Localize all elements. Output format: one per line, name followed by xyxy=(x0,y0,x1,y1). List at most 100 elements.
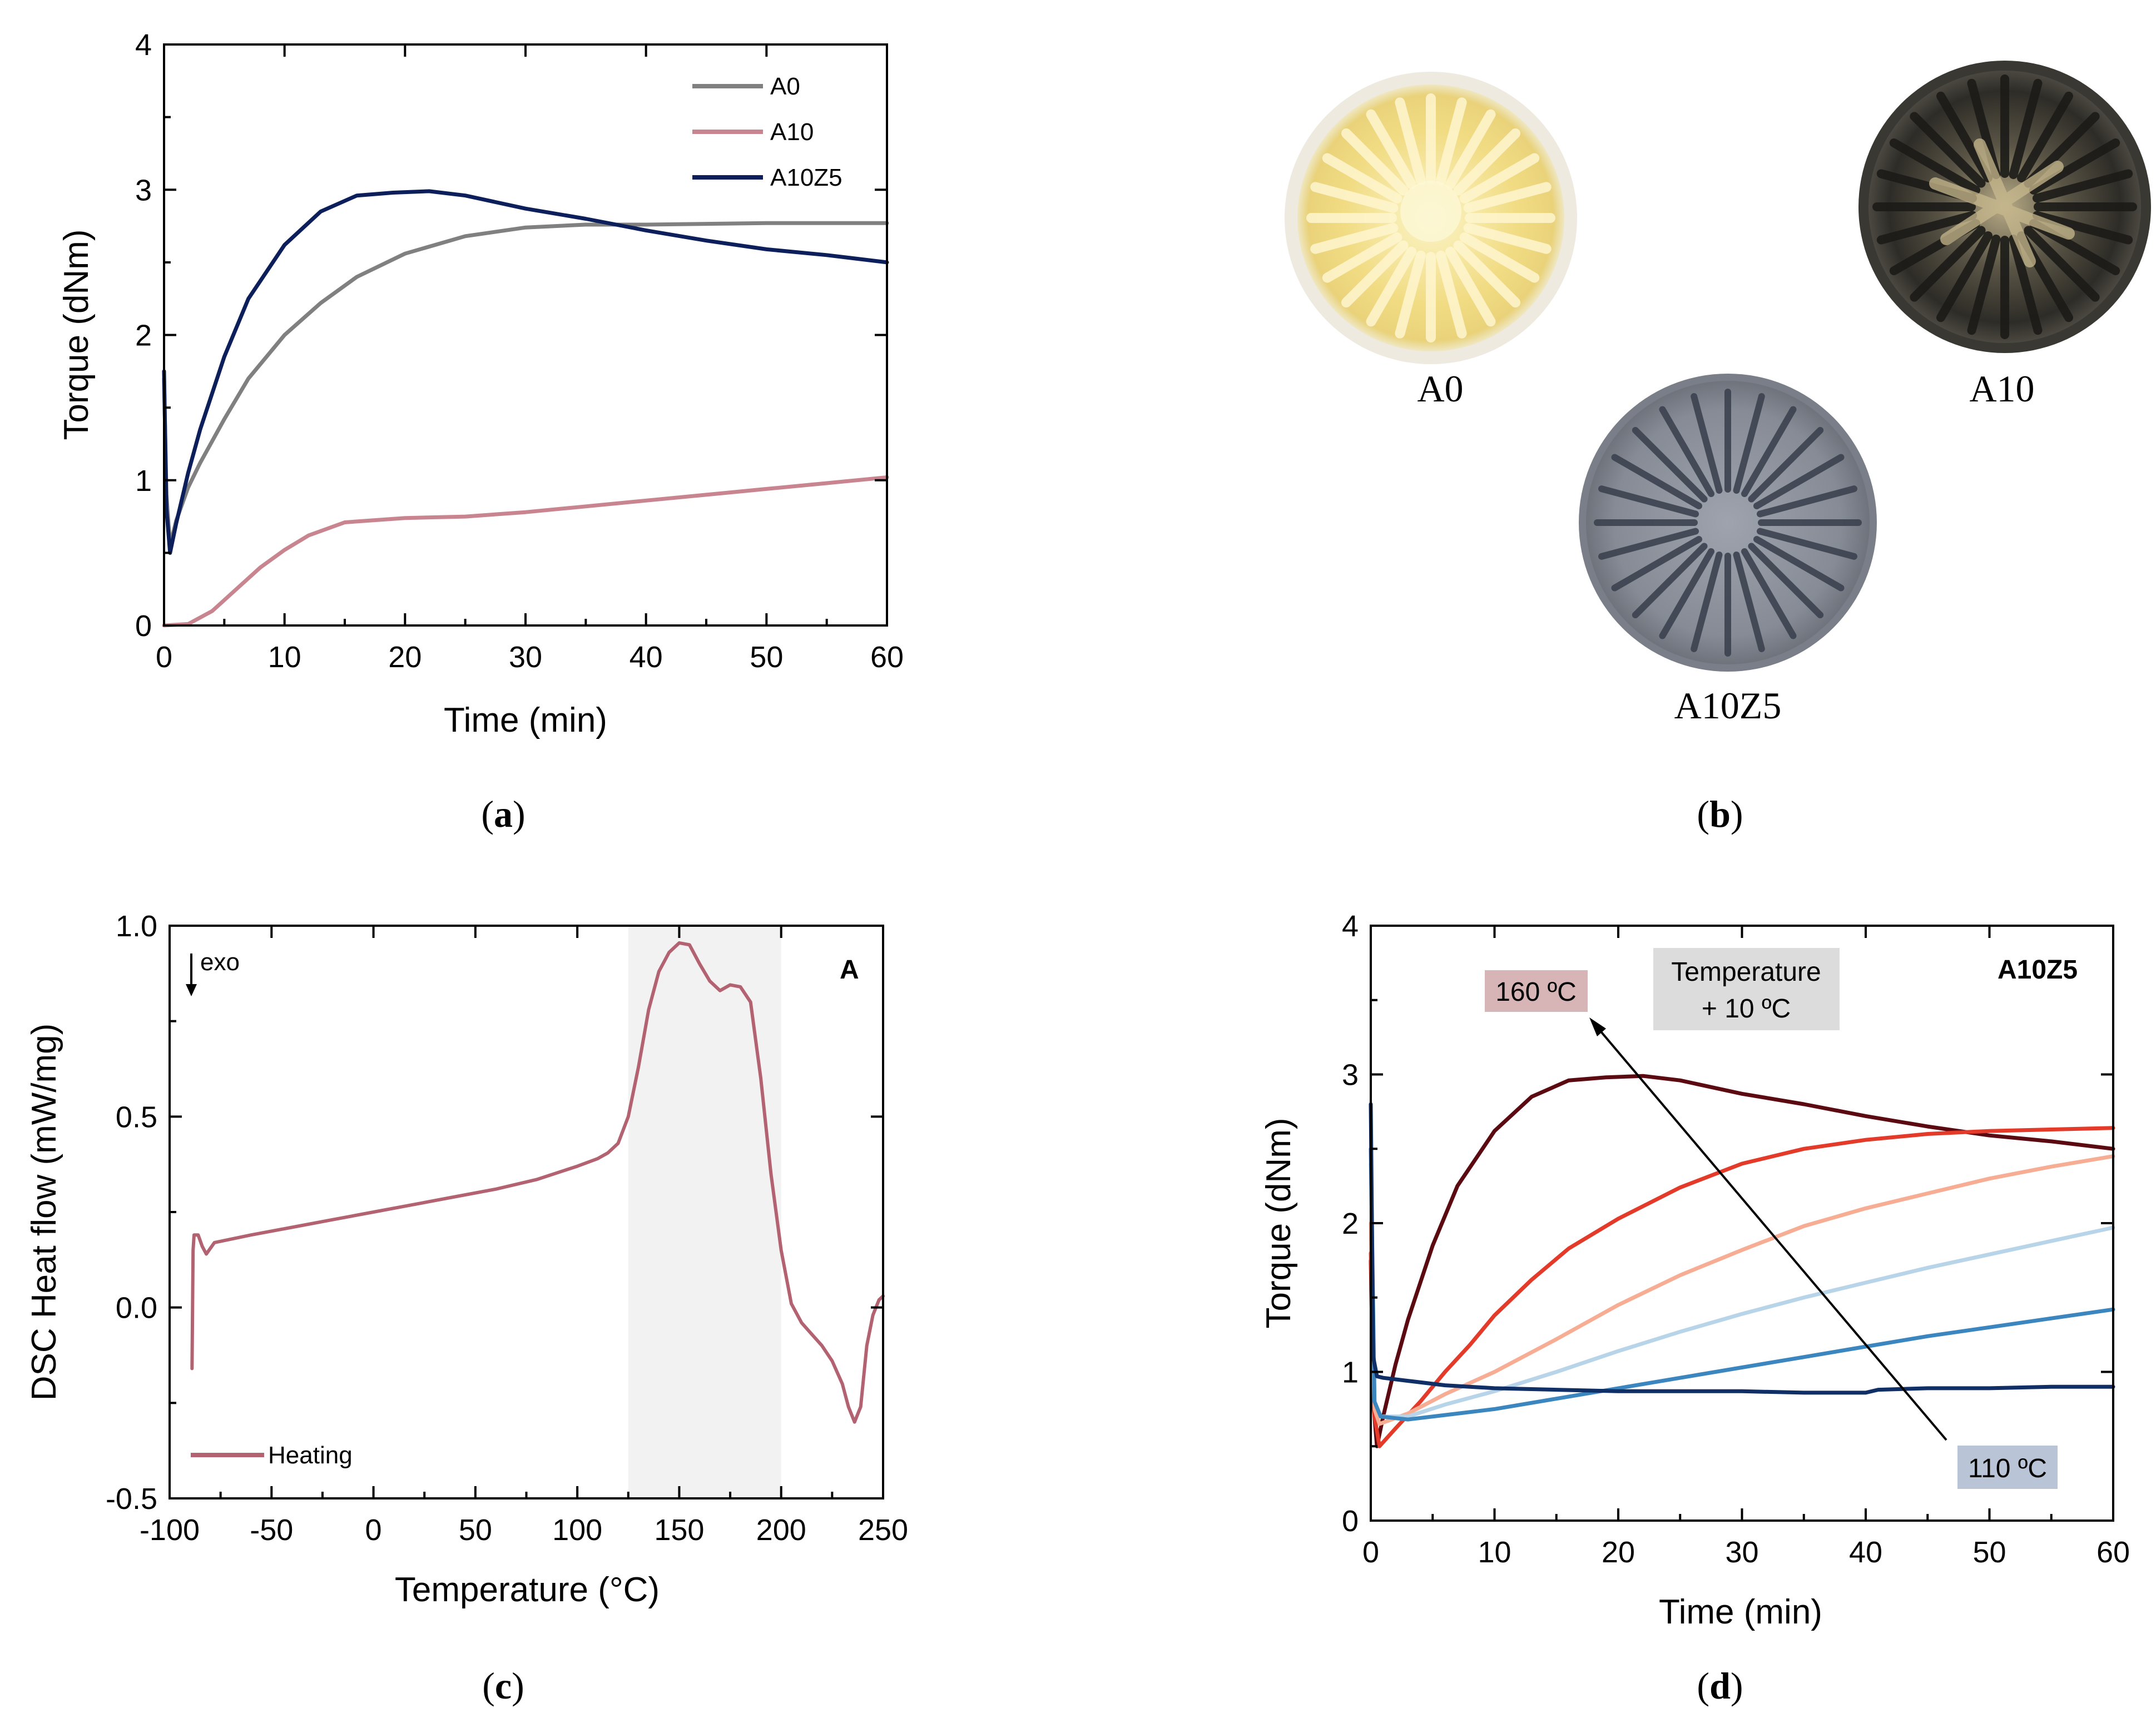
x-tick-label: 250 xyxy=(858,1513,908,1547)
photo-label-a0: A0 xyxy=(1417,368,1463,410)
disc-spoke xyxy=(1733,393,1765,494)
disc-spoke xyxy=(1341,128,1409,196)
panel-a-x-axis-title: Time (min) xyxy=(444,701,607,739)
y-tick-label: 0.5 xyxy=(116,1100,157,1134)
x-tick-label: 200 xyxy=(756,1513,806,1547)
panel-d-series-group xyxy=(1369,1074,2115,1448)
x-tick-label: 30 xyxy=(509,640,542,674)
panel-a-legend: A0 A10 A10Z5 xyxy=(692,73,842,191)
sample-disc-a10z5 xyxy=(1579,374,1877,672)
panel-a-caption: (a) xyxy=(481,793,525,835)
disc-spoke xyxy=(1632,426,1708,503)
x-tick-label: 10 xyxy=(268,640,301,674)
series-line-d-4 xyxy=(1369,1146,2115,1422)
disc-spoke xyxy=(1598,485,1699,518)
disc-a10z5-spokes xyxy=(1594,389,1862,657)
annotation-box-110 xyxy=(1957,1446,2058,1489)
x-tick-label: 60 xyxy=(2096,1536,2130,1569)
disc-spoke xyxy=(2029,138,2120,195)
panel-c-series-group xyxy=(190,941,885,1424)
panel-d-caption: (d) xyxy=(1697,1665,1743,1707)
y-tick-label: 2 xyxy=(135,319,152,352)
series-line-d-0 xyxy=(1369,1074,2115,1448)
x-tick-label: -100 xyxy=(140,1513,200,1547)
panel-d-caption-letter: d xyxy=(1709,1665,1731,1707)
disc-spoke xyxy=(1756,528,1857,560)
panel-c-chart: -100 -50 0 50 100 150 200 250 -0.5 0.0 0.5 1.0 Temp… xyxy=(25,910,908,1707)
disc-spoke xyxy=(1967,234,2001,335)
x-tick-label: 30 xyxy=(1725,1536,1758,1569)
panel-d-y-axis-title: Torque (dNm) xyxy=(1260,1118,1298,1329)
x-tick-label: 40 xyxy=(630,640,663,674)
series-line-a-2 xyxy=(162,189,889,555)
legend-label-heating: Heating xyxy=(268,1442,353,1469)
panel-d-sample-label: A10Z5 xyxy=(1998,955,2078,985)
disc-spoke xyxy=(2032,211,2133,245)
disc-spoke xyxy=(1453,128,1521,196)
temperature-trend-arrow xyxy=(1589,1017,1947,1441)
x-tick-label: -50 xyxy=(250,1513,293,1547)
disc-spoke xyxy=(2024,226,2100,302)
photo-label-a10: A10 xyxy=(1969,368,2034,410)
disc-spoke xyxy=(1611,536,1703,592)
panel-c-caption: (c) xyxy=(482,1665,524,1707)
x-tick-label: 50 xyxy=(1972,1536,2006,1569)
panel-c-shaded-region xyxy=(628,926,781,1498)
disc-spoke xyxy=(2017,91,2073,183)
panel-c-x-axis-title: Temperature (°C) xyxy=(395,1571,660,1609)
y-tick-label: 0 xyxy=(135,609,152,643)
x-tick-label: 20 xyxy=(1602,1536,1635,1569)
panel-b-photos: A0 A10 A10Z5 (b) xyxy=(1285,61,2151,835)
disc-spoke xyxy=(1756,485,1857,518)
disc-spoke xyxy=(1936,231,1993,322)
series-line-a-0 xyxy=(162,221,889,548)
panel-a-series-group xyxy=(162,189,889,628)
panel-c-ticks: -100 -50 0 50 100 150 200 250 -0.5 0.0 0.5 1.0 xyxy=(106,910,908,1547)
disc-spoke xyxy=(1741,406,1797,498)
panel-c-sample-label: A xyxy=(840,955,859,985)
disc-spoke xyxy=(1341,240,1409,308)
disc-spoke xyxy=(2009,234,2043,335)
disc-spoke xyxy=(1876,211,1977,245)
series-line-d-2 xyxy=(1369,1154,2115,1426)
x-tick-label: 10 xyxy=(1478,1536,1511,1569)
disc-spoke xyxy=(1366,246,1416,327)
disc-spoke xyxy=(2032,169,2133,203)
legend-label-a10: A10 xyxy=(770,118,814,146)
annotation-box-temperature-step xyxy=(1653,948,1840,1030)
annotation-box-160 xyxy=(1485,970,1588,1012)
disc-spoke xyxy=(1733,551,1765,652)
disc-spoke xyxy=(1310,182,1399,213)
panel-a-caption-letter: a xyxy=(494,793,513,835)
panel-d-ticks: 0 10 20 30 40 50 60 0 1 2 3 4 xyxy=(1342,910,2130,1569)
photo-label-a10z5: A10Z5 xyxy=(1674,684,1782,727)
disc-spoke xyxy=(1436,97,1467,186)
disc-spoke xyxy=(1889,138,1981,195)
y-tick-label: 0.0 xyxy=(116,1292,157,1325)
exo-arrow-down-icon xyxy=(186,984,197,996)
series-line-c-0 xyxy=(190,941,885,1424)
disc-spoke xyxy=(1310,223,1399,254)
disc-spoke xyxy=(1936,91,1993,183)
exo-label: exo xyxy=(200,949,240,976)
sample-disc-a0 xyxy=(1285,72,1577,364)
panel-b-caption-letter: b xyxy=(1709,793,1731,835)
disc-spoke xyxy=(1453,240,1521,308)
disc-spoke xyxy=(1632,543,1708,619)
disc-spoke xyxy=(1436,250,1467,339)
y-tick-label: 4 xyxy=(135,28,152,62)
y-tick-label: 1 xyxy=(1342,1356,1359,1389)
y-tick-label: 3 xyxy=(1342,1059,1359,1092)
panel-b-caption: (b) xyxy=(1697,793,1743,835)
x-tick-label: 0 xyxy=(1362,1536,1379,1569)
disc-spoke xyxy=(1611,454,1703,509)
trend-arrowhead-icon xyxy=(1589,1017,1606,1036)
annotation-label-160: 160 ºC xyxy=(1495,977,1577,1007)
disc-spoke xyxy=(1322,232,1402,283)
y-tick-label: 4 xyxy=(1342,910,1359,943)
x-tick-label: 50 xyxy=(459,1513,492,1547)
panel-a-y-axis-title: Torque (dNm) xyxy=(57,230,96,440)
y-tick-label: -0.5 xyxy=(106,1482,157,1516)
disc-spoke xyxy=(1395,97,1426,186)
sample-disc-a10 xyxy=(1858,61,2151,353)
